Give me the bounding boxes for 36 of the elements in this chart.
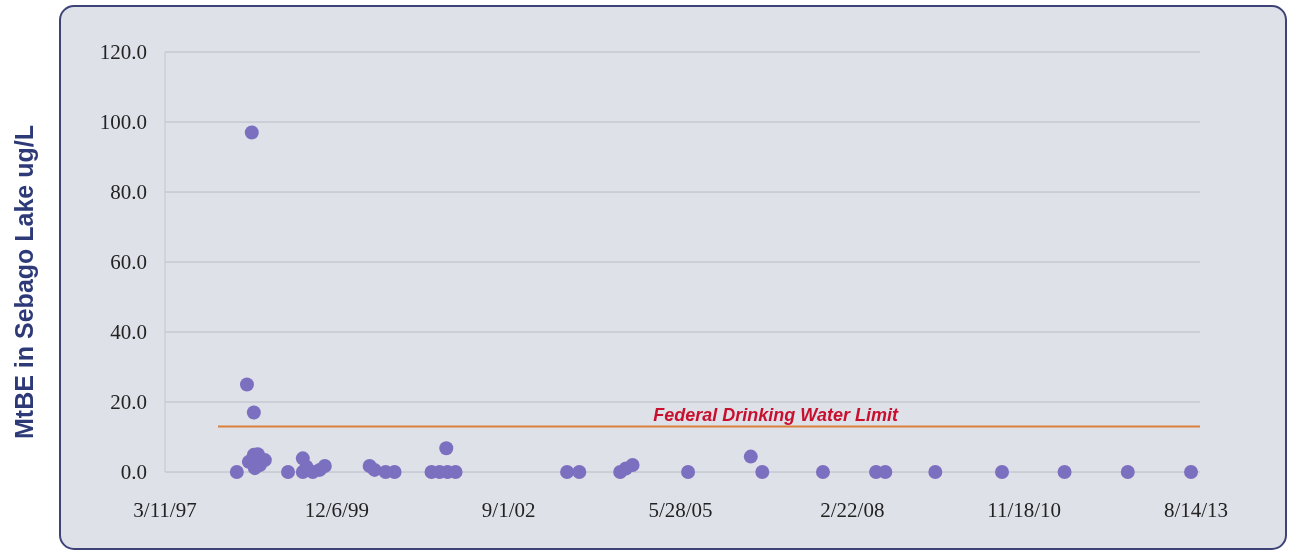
point [1184,465,1199,479]
x-tick-label: 2/22/08 [820,498,885,522]
point [281,465,296,479]
point [995,465,1009,479]
point [815,465,830,479]
y-tick-label: 80.0 [110,180,147,205]
x-tick-label: 11/18/10 [987,498,1062,522]
point [625,458,640,472]
point [317,459,332,474]
point [439,441,454,456]
point [1120,465,1135,479]
point [755,465,770,479]
y-tick-label: 100.0 [99,110,147,135]
x-tick-label: 3/11/97 [133,498,197,522]
point [878,465,893,479]
x-tick-label: 9/1/02 [481,498,536,522]
y-tick-label: 0.0 [120,460,147,485]
x-tick-label: 8/14/13 [1163,498,1229,522]
point [1057,465,1072,479]
y-tick-label: 40.0 [110,320,147,345]
point [244,125,259,140]
x-tick-label: 5/28/05 [648,498,713,522]
y-tick-label: 60.0 [110,250,147,275]
point [928,465,943,479]
point [572,465,587,479]
point [681,465,696,479]
point [560,465,575,479]
y-axis-title: MtBE in Sebago Lake ug/L [10,125,38,439]
point [229,465,244,479]
y-tick-label: 20.0 [110,390,147,415]
ref-line-label: Federal Drinking Water Limit [653,404,899,425]
y-tick-label: 120.0 [99,40,147,65]
point [743,449,758,464]
point [239,377,254,392]
point [246,405,261,420]
x-tick-label: 12/6/99 [304,498,369,522]
